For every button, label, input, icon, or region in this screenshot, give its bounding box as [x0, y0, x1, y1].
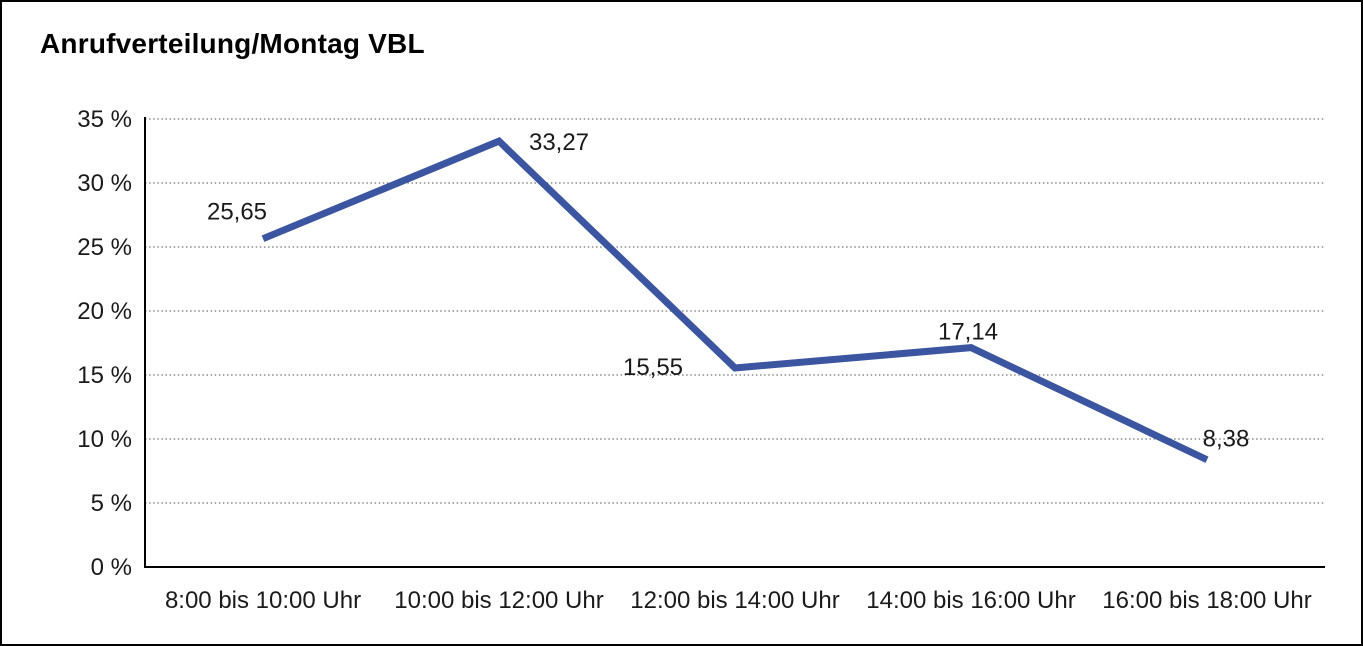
y-axis-tick-label: 35 % — [77, 106, 132, 133]
data-point-label: 8,38 — [1203, 426, 1250, 453]
data-point-label: 33,27 — [529, 129, 589, 156]
y-axis-tick-label: 30 % — [77, 170, 132, 197]
chart-title: Anrufverteilung/Montag VBL — [40, 28, 425, 59]
y-axis-tick-label: 15 % — [77, 362, 132, 389]
x-axis-tick-label: 10:00 bis 12:00 Uhr — [394, 587, 603, 614]
data-point-label: 15,55 — [623, 354, 683, 381]
x-axis-tick-label: 12:00 bis 14:00 Uhr — [630, 587, 839, 614]
x-axis-tick-label: 14:00 bis 16:00 Uhr — [866, 587, 1075, 614]
y-axis-tick-label: 20 % — [77, 298, 132, 325]
y-axis-tick-label: 0 % — [91, 554, 132, 581]
x-axis-tick-label: 16:00 bis 18:00 Uhr — [1102, 587, 1311, 614]
y-axis-tick-label: 25 % — [77, 234, 132, 261]
data-point-label: 25,65 — [207, 199, 267, 226]
y-axis-tick-label: 5 % — [91, 490, 132, 517]
data-point-label: 17,14 — [938, 319, 998, 346]
x-axis-tick-label: 8:00 bis 10:00 Uhr — [165, 587, 361, 614]
data-series-line — [261, 137, 1209, 463]
y-axis-tick-label: 10 % — [77, 426, 132, 453]
